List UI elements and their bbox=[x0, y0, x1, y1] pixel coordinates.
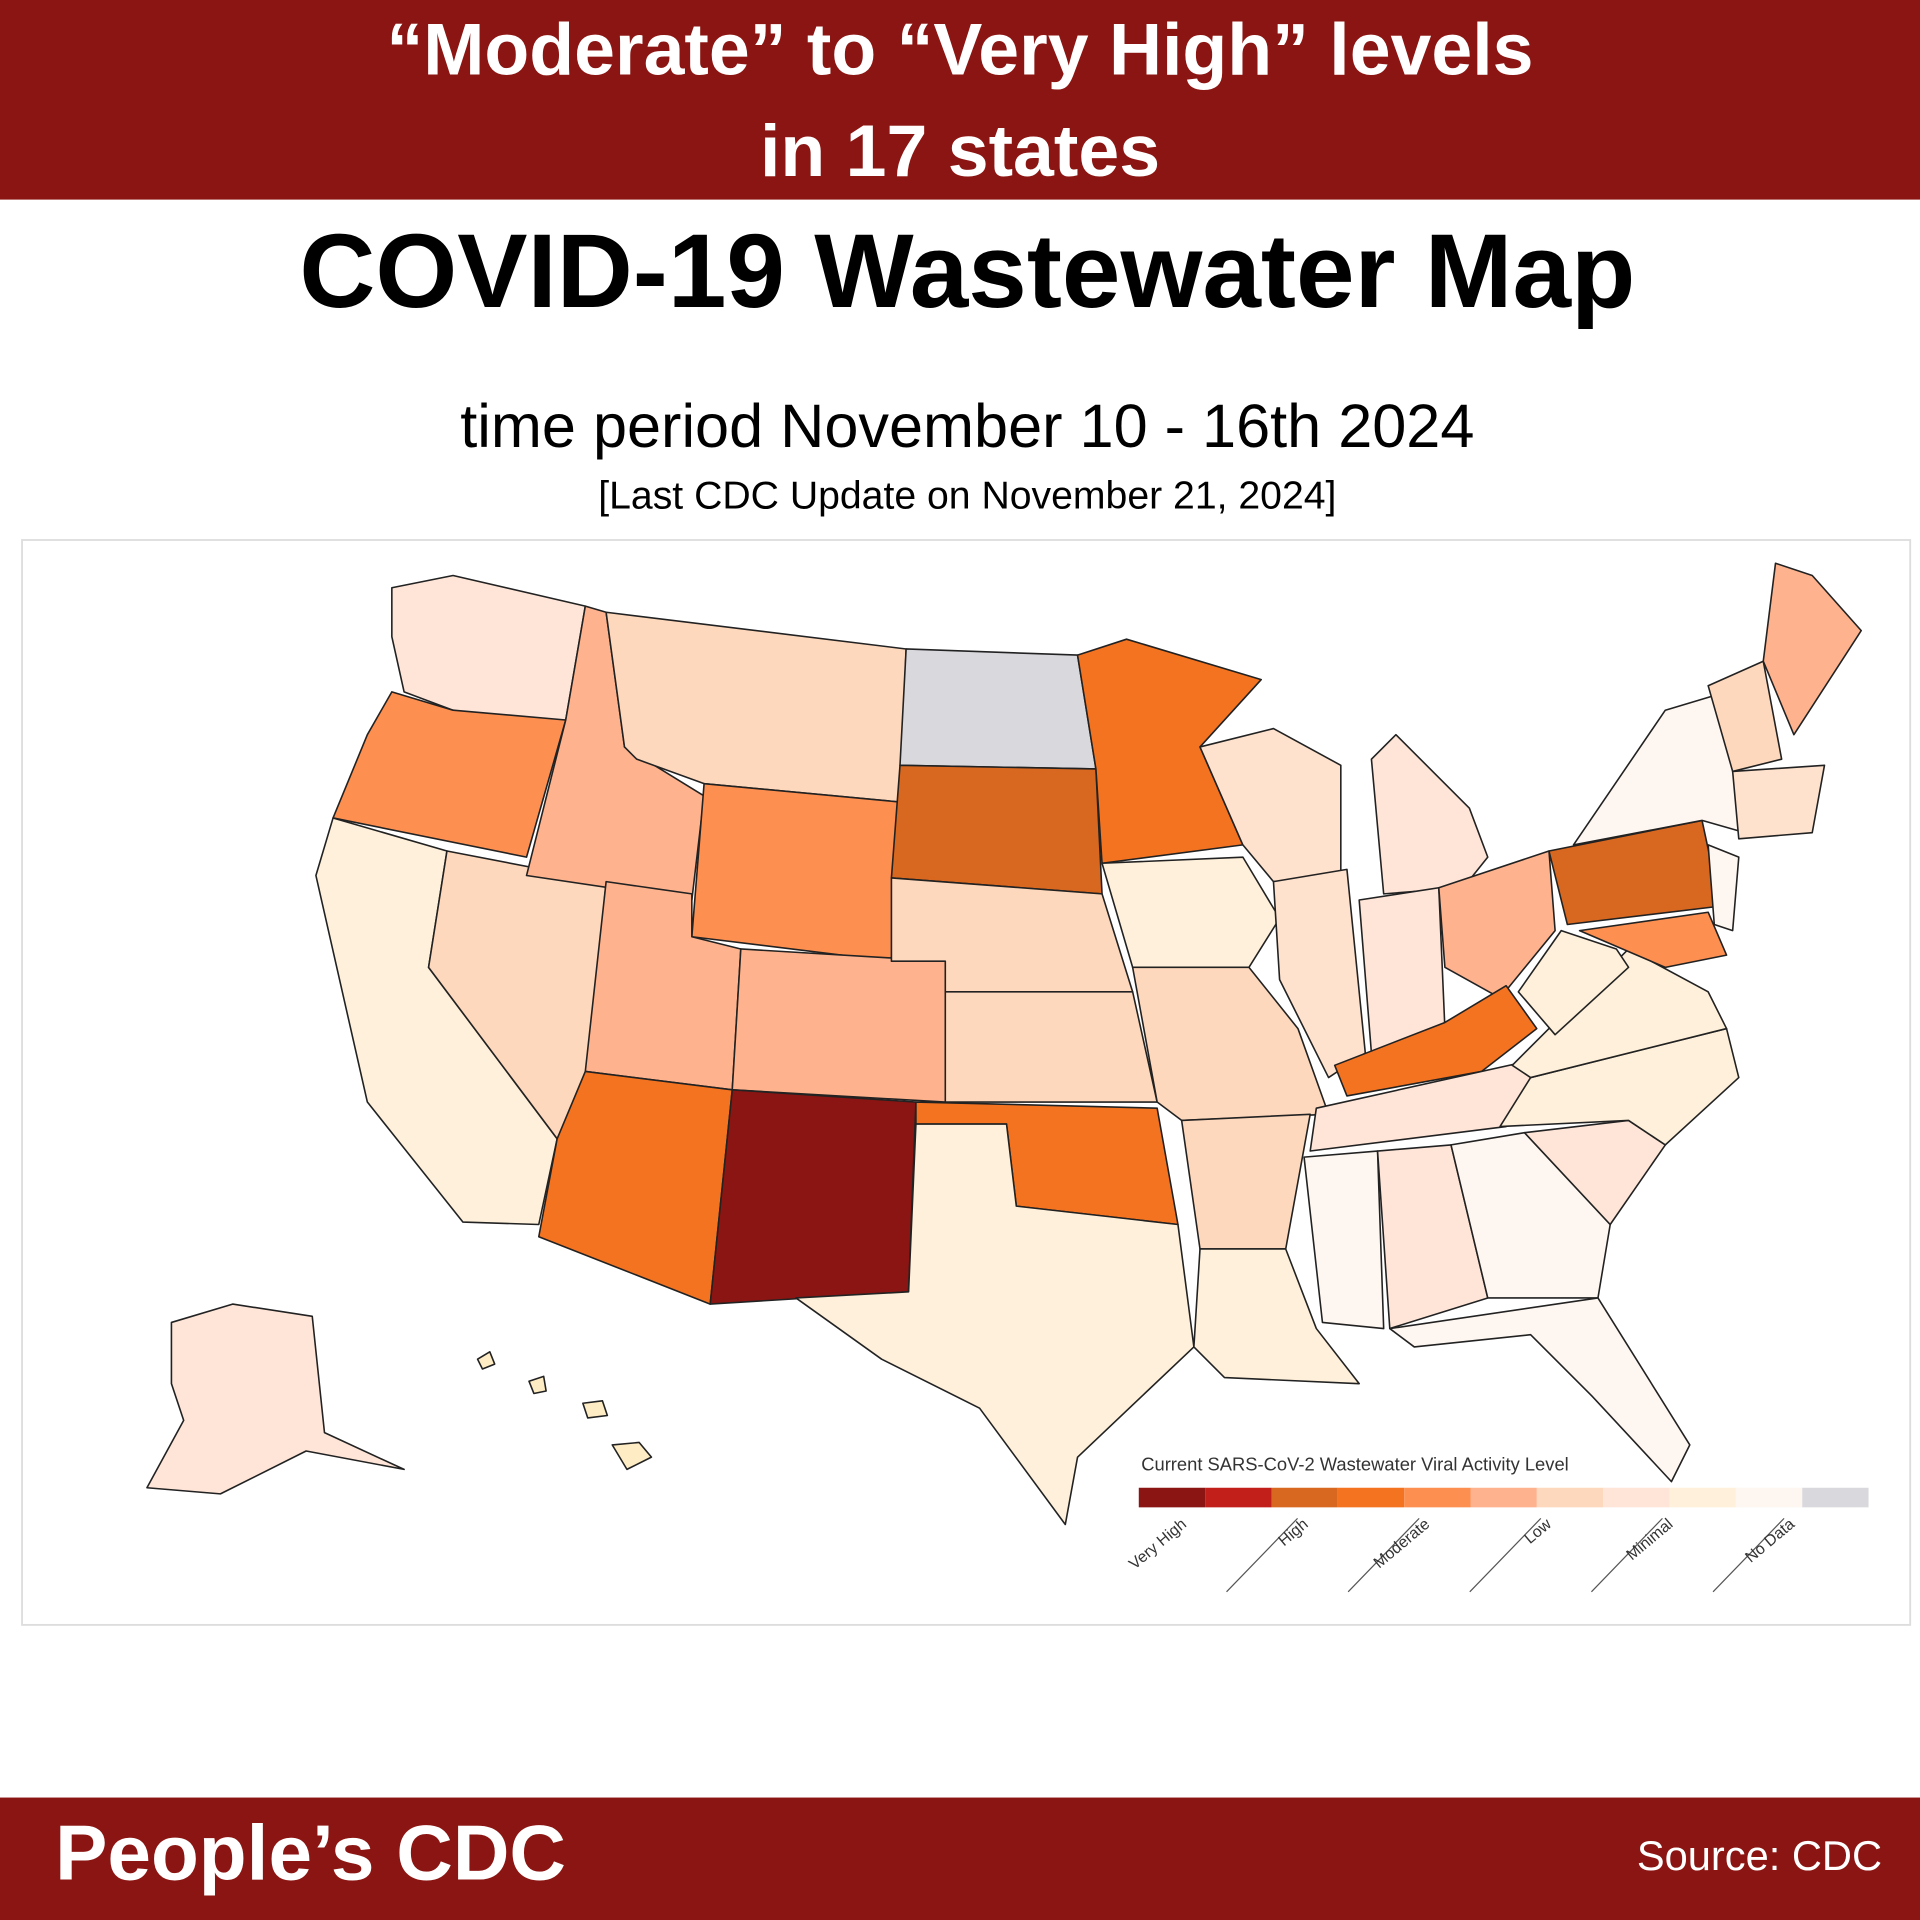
legend-separator bbox=[1590, 1517, 1663, 1593]
state bbox=[582, 1400, 609, 1419]
state bbox=[709, 1089, 917, 1305]
brand: People’s CDC bbox=[55, 1808, 566, 1896]
legend-swatch bbox=[1603, 1487, 1670, 1508]
state bbox=[1193, 1248, 1360, 1385]
legend-separator bbox=[1469, 1517, 1542, 1593]
legend-swatch bbox=[1536, 1487, 1604, 1508]
state bbox=[899, 648, 1097, 770]
legend-swatch bbox=[1735, 1487, 1803, 1508]
header-line: in 17 states bbox=[760, 109, 1160, 192]
legend-swatch bbox=[1271, 1487, 1338, 1508]
state bbox=[1762, 562, 1863, 736]
state bbox=[1370, 733, 1489, 895]
us-map bbox=[146, 562, 1863, 1526]
state bbox=[528, 1375, 547, 1395]
state bbox=[1389, 1297, 1691, 1483]
title: COVID-19 Wastewater Map bbox=[299, 213, 1635, 330]
state bbox=[1303, 1150, 1385, 1330]
footer-band bbox=[0, 1797, 1920, 1920]
legend-swatch bbox=[1802, 1487, 1869, 1508]
state bbox=[332, 691, 567, 858]
legend-separator bbox=[1712, 1517, 1785, 1593]
state bbox=[1707, 660, 1783, 773]
state bbox=[537, 1070, 734, 1305]
legend-separator bbox=[1226, 1517, 1298, 1593]
update-note: [Last CDC Update on November 21, 2024] bbox=[598, 475, 1336, 518]
legend-separator bbox=[1347, 1517, 1420, 1593]
state bbox=[890, 764, 1103, 895]
state bbox=[944, 991, 1158, 1103]
state bbox=[1578, 911, 1728, 969]
header-band bbox=[0, 0, 1920, 200]
subtitle: time period November 10 - 16th 2024 bbox=[460, 392, 1474, 460]
legend-title: Current SARS-CoV-2 Wastewater Viral Acti… bbox=[1141, 1454, 1569, 1475]
state bbox=[795, 1123, 1195, 1526]
state bbox=[1437, 850, 1556, 999]
legend-swatch bbox=[1404, 1487, 1471, 1508]
state bbox=[1333, 984, 1538, 1097]
legend-swatch bbox=[1205, 1487, 1272, 1508]
state bbox=[146, 1303, 405, 1495]
legend-swatch bbox=[1138, 1487, 1206, 1508]
state bbox=[1101, 856, 1281, 969]
state bbox=[691, 782, 901, 963]
legend-swatch bbox=[1669, 1487, 1736, 1508]
header-line: “Moderate” to “Very High” levels bbox=[386, 8, 1533, 91]
state bbox=[611, 1441, 653, 1471]
state bbox=[1450, 1131, 1611, 1299]
state bbox=[731, 948, 947, 1103]
state bbox=[476, 1351, 496, 1370]
legend-swatch bbox=[1337, 1487, 1405, 1508]
state bbox=[1731, 764, 1826, 840]
legend-swatch bbox=[1470, 1487, 1537, 1508]
state bbox=[1517, 929, 1630, 1036]
source: Source: CDC bbox=[1637, 1832, 1882, 1879]
state bbox=[1707, 844, 1740, 932]
